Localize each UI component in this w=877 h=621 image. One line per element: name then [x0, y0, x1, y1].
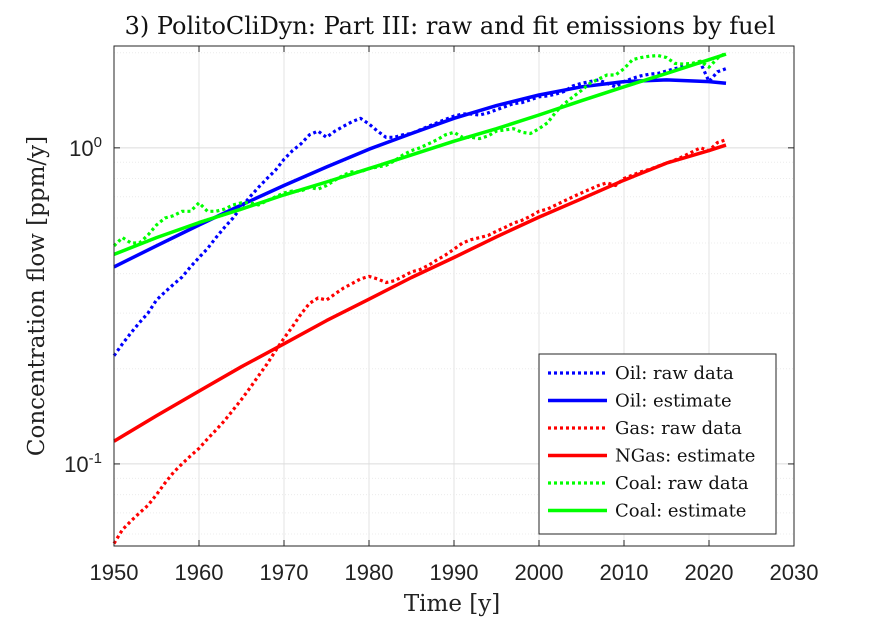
legend-box — [538, 353, 777, 535]
legend-label-3: Gas: raw data — [615, 418, 742, 439]
legend-label-6: Coal: estimate — [615, 501, 746, 522]
y-tick-label: 10-1 — [64, 450, 102, 477]
x-tick-label: 1960 — [175, 560, 224, 585]
legend-label-2: Oil: estimate — [615, 391, 732, 412]
series-line-4 — [113, 143, 727, 443]
x-axis-label: Time [y] — [404, 591, 500, 617]
series-line-6 — [113, 52, 727, 257]
series-lines — [112, 51, 727, 545]
x-tick-label: 1970 — [260, 560, 309, 585]
x-tick-label: 1950 — [90, 560, 139, 585]
x-tick-label: 1990 — [430, 560, 479, 585]
x-tick-label: 1980 — [345, 560, 394, 585]
legend-items: Oil: raw data Oil: estimate Gas: raw data N… — [548, 363, 755, 522]
y-tick-label: 100 — [69, 134, 102, 161]
y-axis-label: Concentration flow [ppm/y] — [24, 136, 50, 456]
legend-label-5: Coal: raw data — [615, 473, 749, 494]
legend: Oil: raw data Oil: estimate Gas: raw data N… — [538, 353, 777, 535]
chart-title: 3) PolitoCliDyn: Part III: raw and fit e… — [125, 12, 776, 40]
x-tick-label: 2030 — [770, 560, 819, 585]
x-tick-label: 2010 — [600, 560, 649, 585]
series-line-5 — [112, 51, 727, 247]
x-tick-label: 2020 — [685, 560, 734, 585]
axis-ticks: 1950 1960 1970 1980 1990 2000 2010 2020 2030 10-1… — [64, 46, 818, 585]
x-tick-label: 2000 — [515, 560, 564, 585]
legend-label-4: NGas: estimate — [615, 446, 755, 467]
legend-label-1: Oil: raw data — [615, 363, 734, 384]
